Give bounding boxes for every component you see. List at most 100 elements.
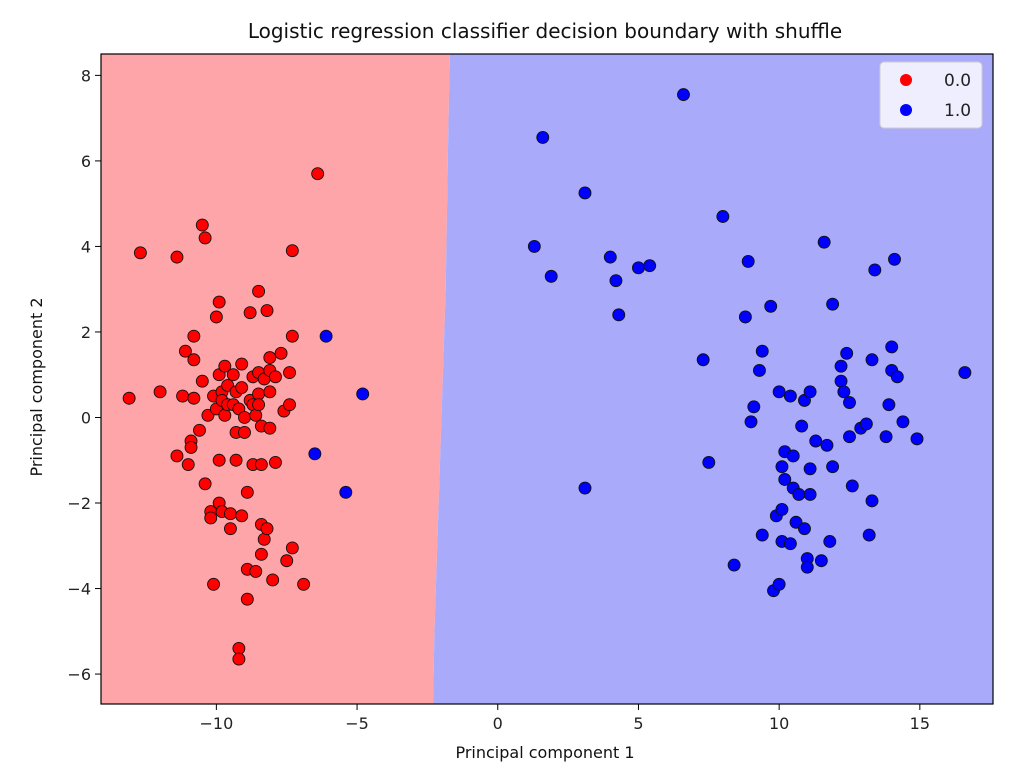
data-point-class-0 [257, 532, 271, 546]
data-point-class-1 [775, 460, 789, 474]
data-point-class-0 [238, 426, 251, 439]
data-point-class-0 [170, 449, 184, 463]
data-point-class-0 [223, 507, 237, 521]
data-point-class-0 [181, 458, 195, 471]
data-point-class-0 [178, 344, 192, 358]
data-point-class-1 [803, 385, 817, 399]
data-point-class-1 [632, 261, 645, 275]
data-point-class-0 [280, 554, 294, 568]
data-point-class-0 [122, 391, 136, 405]
data-point-class-0 [218, 408, 232, 422]
data-point-class-0 [252, 387, 266, 401]
data-point-class-0 [260, 304, 274, 318]
data-point-class-0 [263, 385, 277, 399]
y-tick-label: 0 [81, 408, 91, 427]
data-point-class-1 [837, 385, 851, 399]
data-point-class-0 [212, 453, 226, 467]
data-point-class-0 [285, 541, 299, 555]
data-point-class-1 [865, 494, 879, 508]
legend-marker-1 [900, 104, 912, 116]
data-point-class-1 [859, 417, 873, 431]
data-point-class-1 [778, 473, 792, 486]
data-point-class-1 [727, 558, 741, 572]
data-point-class-1 [643, 259, 657, 273]
data-point-class-1 [755, 528, 769, 542]
data-point-class-1 [888, 252, 901, 266]
data-point-class-1 [536, 130, 550, 144]
data-point-class-1 [775, 502, 789, 516]
data-point-class-1 [840, 346, 854, 360]
data-point-class-1 [527, 239, 541, 253]
x-tick-label: 0 [493, 714, 503, 733]
data-point-class-1 [786, 449, 800, 463]
data-point-class-0 [232, 652, 246, 666]
data-point-class-1 [826, 460, 840, 474]
data-point-class-1 [800, 560, 814, 574]
data-point-class-0 [263, 421, 277, 435]
data-point-class-0 [274, 346, 288, 360]
data-point-class-0 [297, 577, 311, 591]
legend-label-1: 1.0 [944, 101, 971, 121]
data-point-class-1 [696, 353, 710, 367]
data-point-class-0 [195, 218, 209, 232]
data-point-class-0 [209, 310, 223, 324]
data-point-class-0 [240, 592, 254, 606]
data-point-class-0 [235, 509, 249, 523]
data-point-class-0 [240, 485, 254, 499]
x-tick-label: −5 [345, 714, 369, 733]
data-point-class-1 [764, 299, 778, 313]
data-point-class-0 [283, 398, 296, 412]
data-point-class-0 [223, 522, 237, 536]
data-point-class-1 [544, 269, 558, 283]
data-point-class-1 [868, 263, 882, 277]
data-point-class-1 [772, 577, 786, 591]
data-point-class-0 [269, 370, 282, 384]
data-point-class-1 [755, 344, 769, 358]
plot-frame [100, 53, 994, 705]
data-point-class-1 [958, 366, 972, 380]
data-point-class-0 [285, 329, 299, 343]
data-point-class-0 [249, 564, 263, 578]
data-point-class-1 [356, 387, 370, 401]
data-point-class-0 [153, 385, 167, 399]
data-point-class-1 [845, 479, 859, 493]
data-point-class-1 [702, 455, 716, 469]
data-point-class-1 [803, 488, 817, 501]
data-point-class-1 [809, 434, 823, 448]
data-point-class-1 [862, 528, 876, 542]
data-point-class-0 [184, 440, 198, 454]
y-tick-label: 4 [81, 237, 91, 256]
data-point-class-1 [843, 396, 856, 409]
x-axis-ticks: −10 −5 0 5 10 15 [199, 704, 930, 733]
data-point-class-0 [266, 573, 280, 587]
y-tick-label: −4 [67, 580, 91, 599]
data-point-class-1 [603, 250, 617, 264]
legend: 0.0 1.0 [879, 61, 983, 129]
data-point-class-1 [738, 310, 752, 324]
data-point-class-0 [204, 511, 218, 525]
data-point-class-1 [795, 419, 809, 433]
data-point-class-1 [826, 297, 840, 311]
data-point-class-0 [198, 477, 212, 491]
data-point-class-1 [823, 535, 837, 548]
data-point-class-0 [269, 455, 282, 469]
data-point-class-1 [744, 415, 758, 429]
data-point-class-0 [212, 295, 226, 309]
data-point-class-1 [578, 481, 592, 495]
data-point-class-0 [285, 244, 299, 258]
data-point-class-0 [238, 411, 251, 424]
y-tick-label: 8 [81, 66, 91, 85]
data-point-class-0 [187, 329, 201, 343]
data-point-class-1 [783, 537, 797, 551]
data-point-class-1 [834, 374, 848, 388]
data-point-class-1 [879, 430, 893, 444]
data-point-class-1 [609, 274, 623, 288]
data-points [122, 88, 972, 666]
data-point-class-0 [207, 577, 221, 591]
data-point-class-0 [226, 368, 240, 382]
y-tick-label: −2 [67, 494, 91, 513]
data-point-class-1 [716, 210, 730, 223]
data-point-class-0 [187, 391, 201, 405]
x-axis-label: Principal component 1 [455, 743, 634, 762]
data-point-class-0 [283, 366, 296, 380]
